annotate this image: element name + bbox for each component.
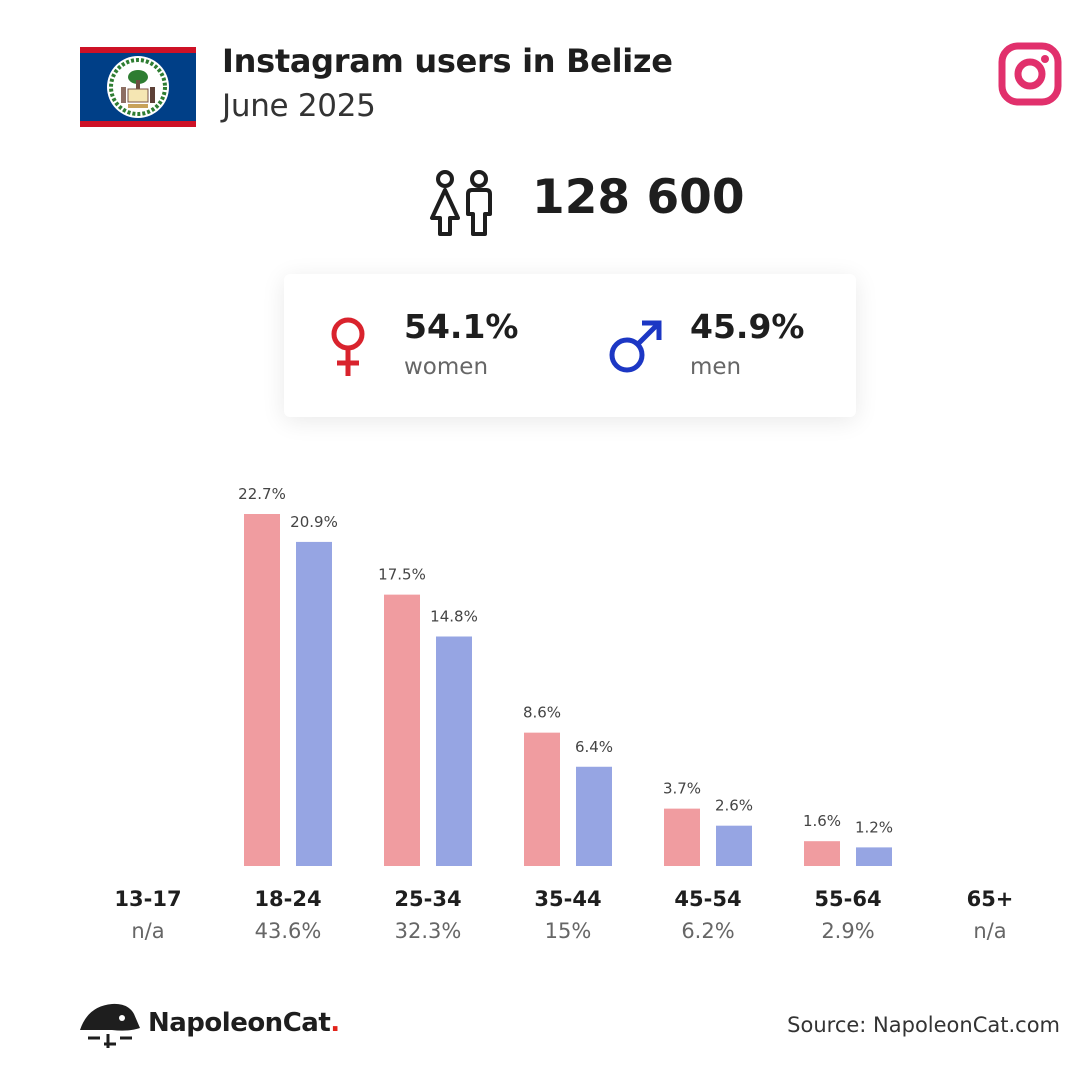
category-total-25-34: 32.3% bbox=[395, 919, 462, 943]
people-icon bbox=[430, 170, 492, 236]
category-label-18-24: 18-24 bbox=[254, 887, 321, 911]
bar-men-55-64 bbox=[856, 847, 892, 866]
bar-label-men-35-44: 6.4% bbox=[575, 738, 613, 756]
bar-label-men-55-64: 1.2% bbox=[855, 818, 893, 836]
women-label: women bbox=[404, 354, 489, 380]
bar-label-women-18-24: 22.7% bbox=[238, 485, 286, 503]
category-label-45-54: 45-54 bbox=[674, 887, 741, 911]
female-icon bbox=[331, 317, 365, 376]
category-label-65+: 65+ bbox=[967, 887, 1014, 911]
bar-men-25-34 bbox=[436, 636, 472, 866]
category-total-35-44: 15% bbox=[545, 919, 592, 943]
bar-women-55-64 bbox=[804, 841, 840, 866]
belize-flag bbox=[80, 47, 196, 127]
bar-women-25-34 bbox=[384, 594, 420, 866]
category-label-25-34: 25-34 bbox=[394, 887, 461, 911]
category-total-45-54: 6.2% bbox=[681, 919, 734, 943]
men-percent: 45.9% bbox=[690, 307, 805, 346]
bar-men-18-24 bbox=[296, 541, 332, 866]
source-text: Source: NapoleonCat.com bbox=[787, 1013, 1060, 1037]
category-total-65+: n/a bbox=[973, 919, 1006, 943]
category-label-35-44: 35-44 bbox=[534, 887, 601, 911]
bar-women-45-54 bbox=[664, 808, 700, 866]
bar-women-18-24 bbox=[244, 514, 280, 866]
bar-label-women-25-34: 17.5% bbox=[378, 566, 426, 584]
gender-card: 54.1% women 45.9% men bbox=[284, 274, 856, 417]
bar-men-35-44 bbox=[576, 766, 612, 866]
women-percent: 54.1% bbox=[404, 307, 519, 346]
brand-text: NapoleonCat bbox=[148, 1008, 331, 1038]
instagram-icon bbox=[998, 42, 1062, 106]
bar-label-men-45-54: 2.6% bbox=[715, 797, 753, 815]
bar-label-women-55-64: 1.6% bbox=[803, 812, 841, 830]
male-icon bbox=[609, 320, 662, 373]
age-gender-bar-chart: 13-17 n/a 22.7%20.9% 18-24 43.6% 17.5% 14.8% 25… bbox=[114, 485, 1014, 943]
bar-women-35-44 bbox=[524, 732, 560, 866]
bar-label-men-18-24: 20.9% bbox=[290, 513, 338, 531]
bar-men-45-54 bbox=[716, 825, 752, 866]
category-label-55-64: 55-64 bbox=[814, 887, 881, 911]
category-label-13-17: 13-17 bbox=[114, 887, 181, 911]
page-title: Instagram users in Belize bbox=[222, 42, 673, 80]
bar-label-men-25-34: 14.8% bbox=[430, 608, 478, 626]
category-total-18-24: 43.6% bbox=[255, 919, 322, 943]
category-total-13-17: n/a bbox=[131, 919, 164, 943]
napoleoncat-logo bbox=[80, 1003, 140, 1048]
brand-name: NapoleonCat. bbox=[148, 1008, 340, 1038]
bar-label-women-45-54: 3.7% bbox=[663, 780, 701, 798]
men-label: men bbox=[690, 354, 742, 380]
page-subtitle: June 2025 bbox=[222, 88, 376, 124]
total-users: 128 600 bbox=[532, 170, 745, 225]
category-total-55-64: 2.9% bbox=[821, 919, 874, 943]
brand-dot: . bbox=[330, 1008, 340, 1038]
bar-label-women-35-44: 8.6% bbox=[523, 704, 561, 722]
